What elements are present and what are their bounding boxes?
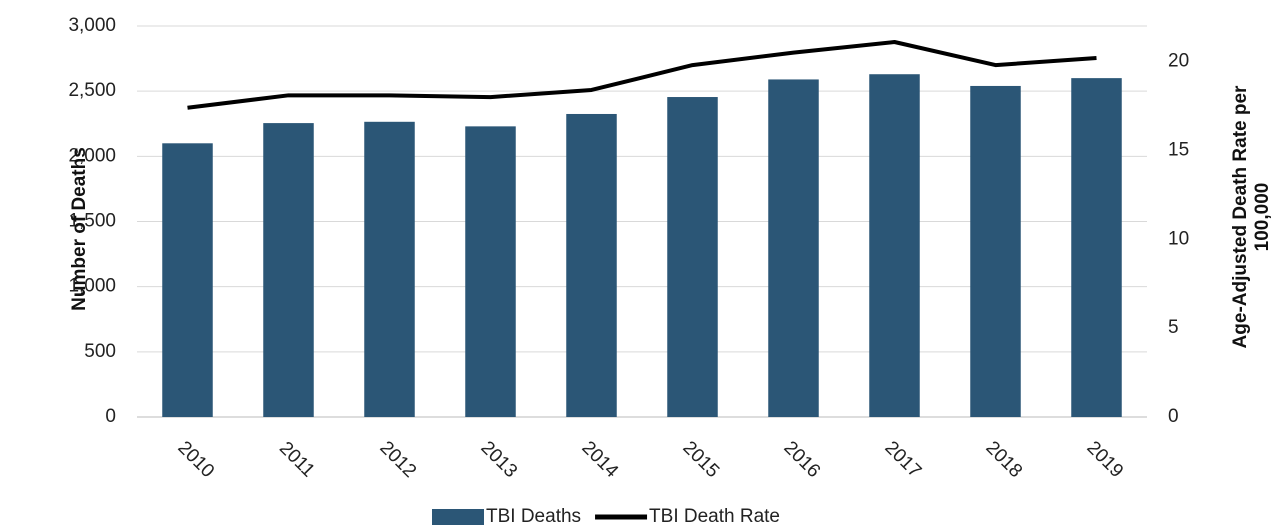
y2-tick-label: 10 [1168, 228, 1189, 249]
y-tick-label: 2,500 [68, 80, 116, 101]
y-tick-label: 1,500 [68, 211, 116, 232]
y2-tick-label: 5 [1168, 317, 1179, 338]
x-tick-label: 2013 [476, 437, 521, 482]
bar [667, 97, 718, 417]
x-tick-label: 2017 [880, 437, 925, 482]
y-tick-label: 500 [84, 341, 116, 362]
bar [263, 123, 314, 418]
y2-tick-label: 20 [1168, 51, 1189, 72]
y2-tick-label: 0 [1168, 406, 1179, 427]
bar [465, 126, 516, 418]
legend-swatch [432, 509, 484, 525]
line [187, 39, 1097, 110]
legend-label: TBI Death Rate [649, 506, 780, 527]
x-tick-label: 2014 [577, 437, 622, 482]
y-tick-label: 1,000 [68, 276, 116, 297]
bar [869, 74, 920, 418]
bar [566, 113, 617, 417]
bar [768, 79, 819, 417]
bar [364, 121, 415, 418]
y2-axis-title: Age-Adjusted Death Rate per 100,000 [1230, 85, 1273, 349]
y-tick-label: 2,000 [68, 145, 116, 166]
bar [162, 143, 213, 418]
bar [970, 85, 1021, 417]
x-tick-label: 2015 [678, 437, 723, 482]
x-tick-label: 2019 [1082, 437, 1127, 482]
x-tick-label: 2011 [275, 438, 319, 482]
y-tick-label: 0 [105, 406, 116, 427]
x-tick-label: 2012 [375, 437, 420, 482]
y-tick-label: 3,000 [68, 15, 116, 36]
legend-label: TBI Deaths [486, 506, 581, 527]
x-tick-label: 2010 [173, 437, 218, 482]
bar [1071, 78, 1122, 417]
y2-tick-label: 15 [1168, 139, 1189, 160]
y-axis-title: Number of Deaths [69, 147, 90, 311]
x-tick-label: 2018 [981, 437, 1026, 482]
x-tick-label: 2016 [779, 437, 824, 482]
